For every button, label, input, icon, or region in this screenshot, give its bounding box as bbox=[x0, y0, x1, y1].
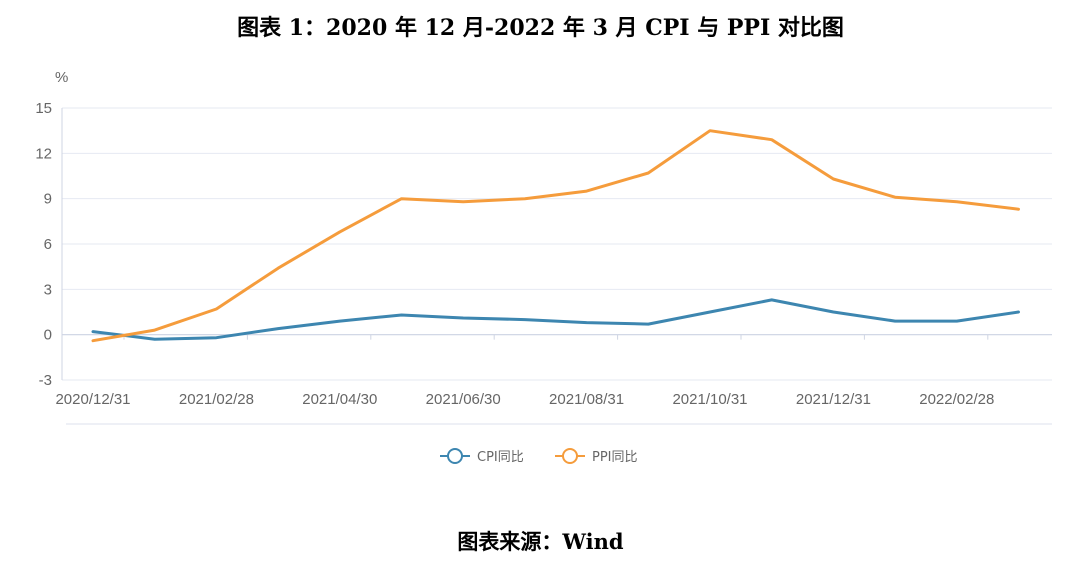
x-tick-label: 2022/02/28 bbox=[919, 391, 994, 408]
x-tick-label: 2021/02/28 bbox=[179, 391, 254, 408]
legend-marker-circle-icon bbox=[447, 448, 463, 464]
x-tick-label: 2021/06/30 bbox=[426, 391, 501, 408]
y-tick-label: 12 bbox=[35, 145, 52, 162]
series-lines bbox=[91, 129, 1020, 343]
legend-item-CPI同比[interactable]: CPI同比 bbox=[440, 448, 524, 465]
legend[interactable]: CPI同比 PPI同比 bbox=[440, 448, 638, 465]
y-tick-label: 0 bbox=[44, 327, 52, 344]
legend-item-PPI同比[interactable]: PPI同比 bbox=[555, 448, 638, 465]
y-axis-unit-label: % bbox=[55, 69, 68, 86]
axes bbox=[61, 108, 1052, 425]
y-tick-label: -3 bbox=[39, 372, 52, 389]
legend-label: CPI同比 bbox=[477, 450, 524, 465]
x-tick-label: 2021/04/30 bbox=[302, 391, 377, 408]
legend-label: PPI同比 bbox=[592, 450, 638, 465]
x-tick-label: 2020/12/31 bbox=[55, 391, 130, 408]
chart-source-note: 图表来源：Wind bbox=[457, 529, 624, 554]
legend-marker-circle-icon bbox=[562, 448, 578, 464]
y-tick-label: 6 bbox=[44, 236, 52, 253]
y-tick-label: 3 bbox=[44, 281, 52, 298]
series-line-CPI同比 bbox=[91, 298, 1020, 341]
x-tick-label: 2021/12/31 bbox=[796, 391, 871, 408]
x-tick-label: 2021/10/31 bbox=[672, 391, 747, 408]
y-tick-label: 15 bbox=[35, 100, 52, 117]
y-tick-label: 9 bbox=[44, 191, 52, 208]
series-line-PPI同比 bbox=[91, 129, 1020, 343]
y-axis-tick-labels: 15 12 9 6 3 0 -3 bbox=[35, 100, 52, 389]
x-axis-tick-labels: 2020/12/31 2021/02/28 2021/04/30 2021/06/30… bbox=[55, 334, 994, 408]
chart-title: 图表 1：2020 年 12 月-2022 年 3 月 CPI 与 PPI 对比… bbox=[237, 15, 844, 41]
x-tick-label: 2021/08/31 bbox=[549, 391, 624, 408]
cpi-ppi-line-chart: % 15 12 9 6 3 0 -3 2020/12/31 2021/02/28 2021/04… bbox=[35, 69, 1052, 465]
